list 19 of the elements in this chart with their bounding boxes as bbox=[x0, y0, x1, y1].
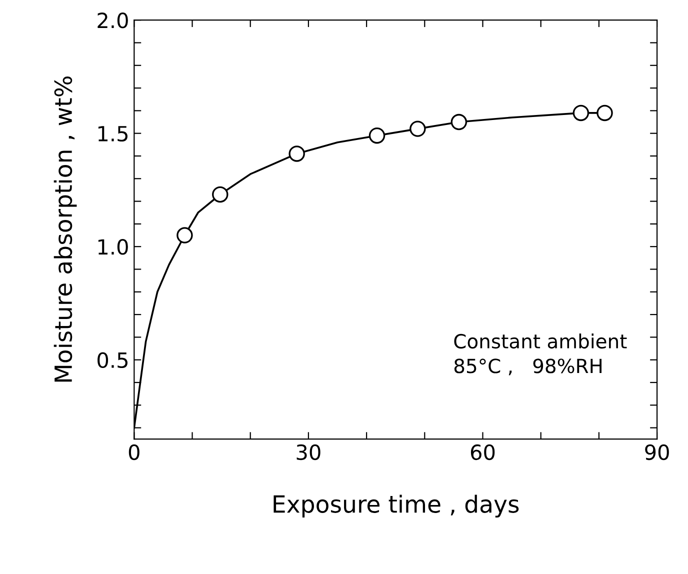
point bbox=[596, 104, 613, 122]
y-tick-label: 1.0 bbox=[98, 239, 128, 255]
annotation: Constant ambient 85°C , 98%RH bbox=[454, 334, 627, 376]
point bbox=[450, 114, 468, 130]
x-tick-label: 0 bbox=[128, 444, 140, 460]
y-tick-label: 0.5 bbox=[98, 352, 128, 368]
y-axis-title: Moisture absorption , wt% bbox=[54, 76, 77, 382]
x-tick-label: 30 bbox=[296, 444, 320, 460]
point bbox=[288, 146, 305, 162]
point bbox=[410, 120, 426, 137]
y-tick-label: 1.5 bbox=[98, 126, 128, 142]
point bbox=[368, 127, 386, 144]
point bbox=[572, 104, 590, 122]
x-tick-label: 60 bbox=[470, 444, 495, 460]
point bbox=[212, 186, 228, 203]
y-tick-label: 2.0 bbox=[98, 12, 128, 28]
x-tick-label: 90 bbox=[645, 444, 669, 460]
point bbox=[176, 227, 193, 244]
x-axis-title: Exposure time , days bbox=[274, 494, 519, 518]
